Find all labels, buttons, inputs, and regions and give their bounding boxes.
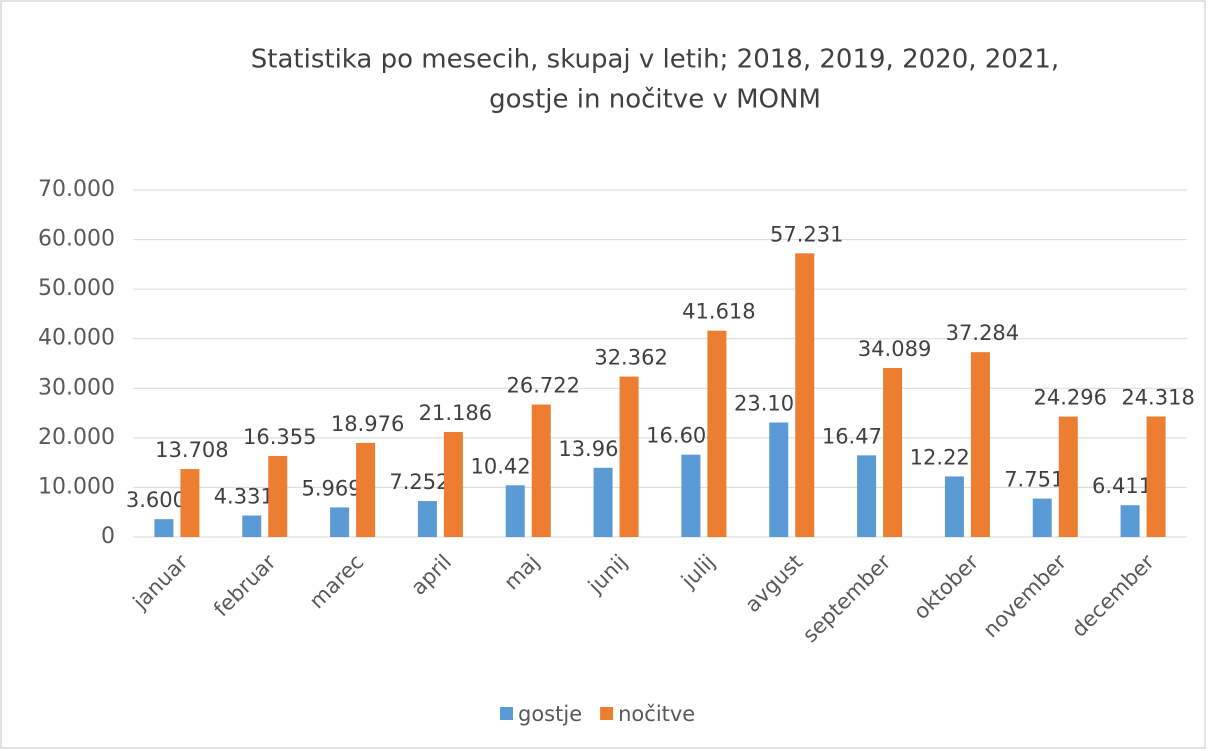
value-label: 32.362 [594, 346, 667, 370]
bar [180, 469, 200, 537]
value-label: 41.618 [682, 300, 755, 324]
value-label: 13.962 [558, 437, 631, 461]
y-tick-label: 30.000 [38, 375, 115, 400]
value-label: 26.722 [507, 374, 580, 398]
bar [795, 253, 815, 537]
value-label: 37.284 [946, 321, 1019, 345]
value-label: 34.089 [858, 337, 931, 361]
bar [1120, 505, 1140, 537]
y-tick-label: 40.000 [38, 326, 115, 351]
bar [1032, 498, 1052, 537]
bar [443, 431, 463, 537]
chart-title: Statistika po mesecih, skupaj v letih; 2… [251, 45, 1059, 75]
value-label: 57.231 [770, 222, 843, 246]
bar [356, 442, 376, 537]
value-label: 10.428 [471, 454, 544, 478]
y-tick-label: 50.000 [38, 276, 115, 301]
bar [593, 467, 613, 537]
bar [883, 368, 903, 537]
bar [707, 330, 727, 537]
bar [417, 501, 437, 537]
chart-title: gostje in nočitve v MONM [489, 85, 821, 115]
y-tick-label: 0 [101, 524, 115, 549]
bar [970, 352, 990, 537]
value-label: 18.976 [331, 412, 404, 436]
legend-label: gostje [518, 702, 582, 726]
y-tick-label: 20.000 [38, 425, 115, 450]
value-label: 16.604 [646, 424, 719, 448]
bar [242, 515, 262, 537]
value-label: 6.411 [1092, 474, 1152, 498]
value-label: 24.318 [1121, 385, 1194, 409]
legend-label: nočitve [618, 702, 695, 726]
y-tick-label: 10.000 [38, 474, 115, 499]
bar [857, 455, 877, 537]
value-label: 16.355 [243, 425, 316, 449]
bar [681, 454, 701, 537]
bar [1058, 416, 1078, 537]
bar [1146, 416, 1166, 537]
legend-swatch [600, 707, 614, 720]
value-label: 24.296 [1034, 386, 1107, 410]
bar [505, 485, 525, 537]
bar [769, 422, 789, 537]
value-label: 7.751 [1004, 468, 1064, 492]
bar [531, 404, 551, 537]
bar [944, 476, 964, 537]
value-label: 13.708 [155, 438, 228, 462]
bar [268, 455, 288, 537]
value-label: 12.222 [910, 445, 983, 469]
value-label: 3.600 [126, 488, 186, 512]
bar [154, 519, 174, 537]
value-label: 23.102 [734, 391, 807, 415]
y-tick-label: 60.000 [38, 227, 115, 252]
value-label: 4.331 [214, 485, 274, 509]
value-label: 21.186 [419, 401, 492, 425]
value-label: 5.969 [302, 476, 362, 500]
value-label: 16.473 [822, 424, 895, 448]
y-tick-label: 70.000 [38, 177, 115, 202]
value-label: 7.252 [389, 470, 449, 494]
bar [619, 376, 639, 537]
bar [330, 507, 350, 537]
legend-swatch [500, 707, 513, 720]
